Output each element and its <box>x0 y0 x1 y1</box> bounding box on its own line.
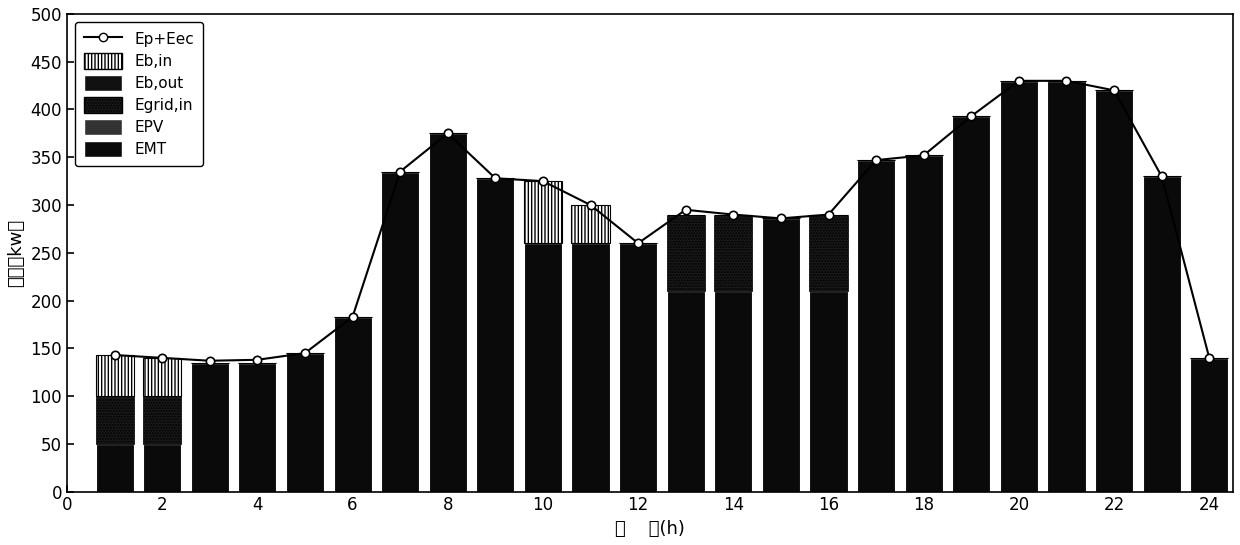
Ep+Eec <box>345 313 360 320</box>
Ep+Eec <box>1012 77 1027 84</box>
Bar <box>95 396 134 444</box>
Bar <box>95 444 134 492</box>
Bar <box>429 134 466 492</box>
Bar <box>667 215 704 291</box>
Bar <box>1048 81 1085 492</box>
Ep+Eec <box>678 207 693 213</box>
Bar <box>238 362 277 492</box>
Bar <box>1095 90 1133 492</box>
Bar <box>714 215 753 291</box>
Bar <box>619 243 657 492</box>
Ep+Eec <box>963 113 978 119</box>
Ep+Eec <box>1059 77 1074 84</box>
Ep+Eec <box>107 352 122 358</box>
Bar <box>667 291 704 492</box>
Ep+Eec <box>440 130 455 137</box>
Ep+Eec <box>202 358 217 364</box>
Ep+Eec <box>869 157 884 164</box>
Ep+Eec <box>725 211 740 218</box>
Bar <box>143 444 181 492</box>
Ep+Eec <box>250 356 265 363</box>
Ep+Eec <box>1106 87 1121 94</box>
Bar <box>334 317 372 492</box>
Bar <box>999 81 1038 492</box>
Bar <box>761 219 800 492</box>
Bar <box>1190 358 1229 492</box>
Bar <box>1142 177 1180 492</box>
Ep+Eec <box>536 178 551 184</box>
Bar <box>810 291 847 492</box>
Bar <box>143 358 181 396</box>
Bar <box>714 291 753 492</box>
Ep+Eec <box>393 168 408 175</box>
Ep+Eec <box>774 215 789 222</box>
Ep+Eec <box>298 350 312 356</box>
Line: Ep+Eec: Ep+Eec <box>110 77 1214 365</box>
Bar <box>191 362 229 492</box>
Ep+Eec <box>821 211 836 218</box>
Ep+Eec <box>1202 355 1216 361</box>
Bar <box>523 181 562 243</box>
Ep+Eec <box>583 202 598 208</box>
Bar <box>286 353 324 492</box>
Bar <box>810 215 847 291</box>
Bar <box>523 243 562 492</box>
Ep+Eec <box>1154 173 1169 180</box>
Bar <box>143 396 181 444</box>
Bar <box>95 355 134 396</box>
X-axis label: 时    间(h): 时 间(h) <box>615 520 684 538</box>
Ep+Eec <box>916 152 931 159</box>
Bar <box>572 205 610 243</box>
Bar <box>857 160 895 492</box>
Bar <box>952 116 991 492</box>
Ep+Eec <box>155 355 170 361</box>
Ep+Eec <box>487 175 502 181</box>
Ep+Eec <box>631 240 646 246</box>
Bar <box>381 172 419 492</box>
Bar <box>476 178 515 492</box>
Legend: Ep+Eec, Eb,in, Eb,out, Egrid,in, EPV, EMT: Ep+Eec, Eb,in, Eb,out, Egrid,in, EPV, EM… <box>74 22 203 166</box>
Y-axis label: 功率（kw）: 功率（kw） <box>7 219 25 287</box>
Bar <box>905 155 942 492</box>
Bar <box>572 243 610 492</box>
